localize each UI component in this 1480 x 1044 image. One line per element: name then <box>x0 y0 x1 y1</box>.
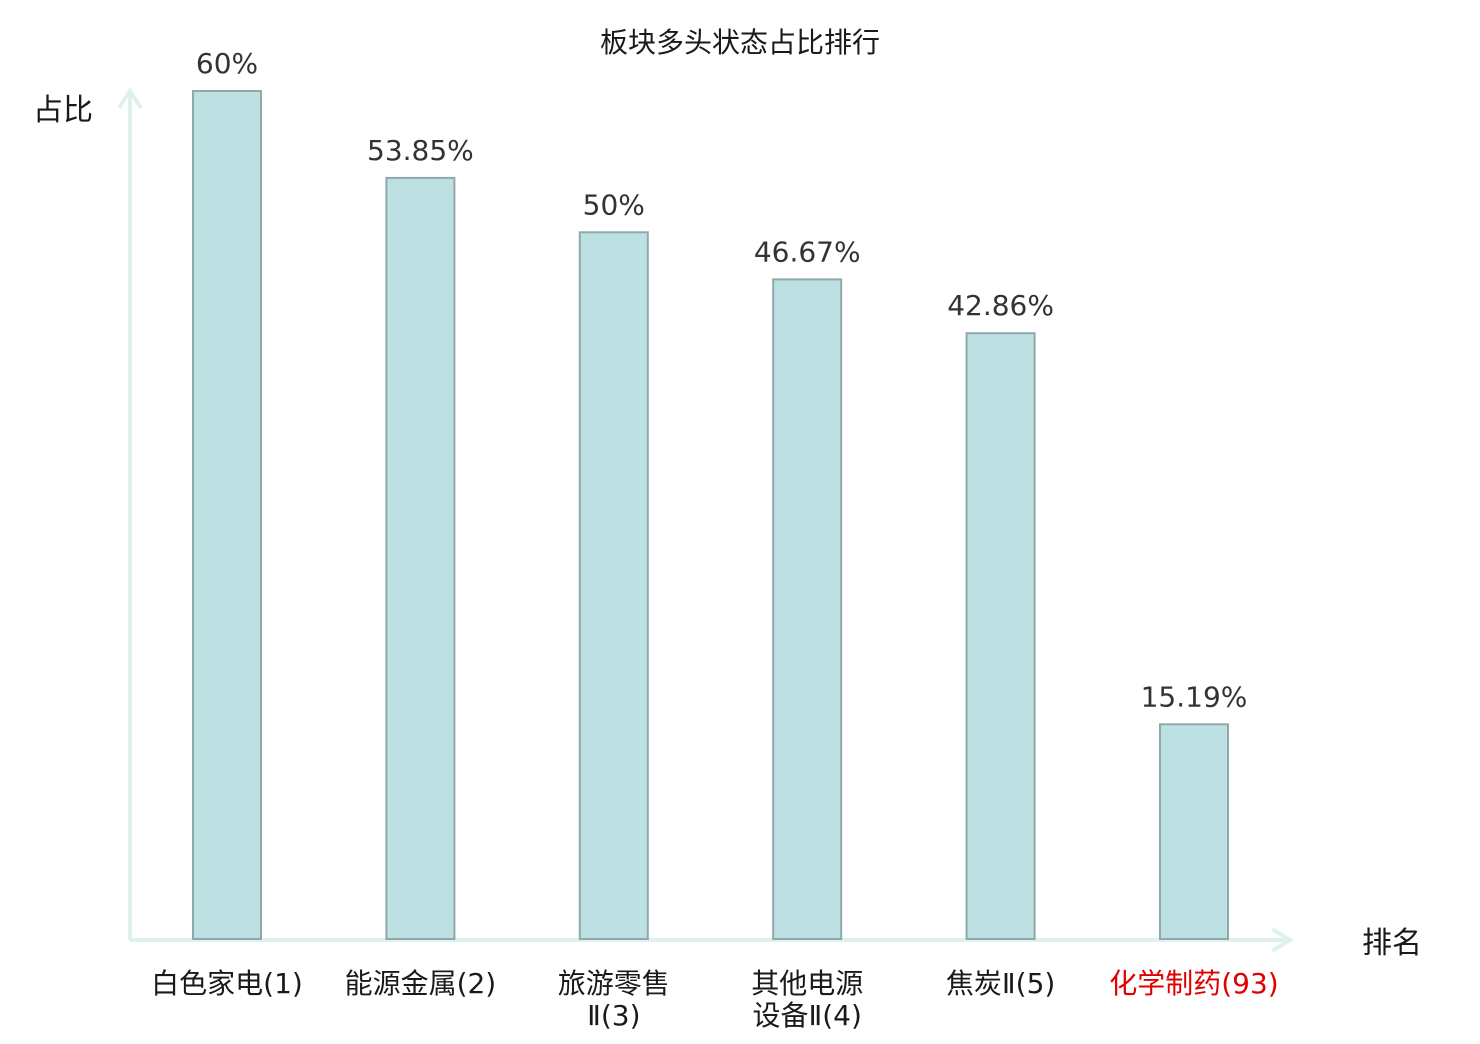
bar-5 <box>965 332 1036 940</box>
value-label-4: 46.67% <box>754 235 861 268</box>
value-labels-group: 60% 53.85% 50% 46.67% 42.86% 15.19% <box>196 47 1248 713</box>
category-label-line: 化学制药(93) <box>1109 967 1278 1000</box>
category-label-line: Ⅱ(3) <box>587 999 640 1032</box>
value-label-2: 53.85% <box>367 134 474 167</box>
x-axis-arrowhead <box>1270 927 1294 953</box>
y-axis-label: 占比 <box>33 93 93 128</box>
category-label-5: 焦炭Ⅱ(5) <box>946 967 1055 1000</box>
category-labels-group: 白色家电(1) 能源金属(2) 旅游零售 Ⅱ(3) 其他电源设备Ⅱ(4) 焦炭Ⅱ(5) 化学… <box>151 967 1279 1032</box>
category-label-1: 白色家电(1) <box>151 967 303 1000</box>
value-label-6: 15.19% <box>1141 680 1248 713</box>
chart-title: 板块多头状态占比排行 <box>600 26 880 59</box>
bar-4 <box>772 278 843 940</box>
bar-3 <box>578 231 649 941</box>
bar-2 <box>385 176 456 940</box>
category-label-line: 焦炭Ⅱ(5) <box>946 967 1055 1000</box>
category-label-3: 旅游零售 Ⅱ(3) <box>558 967 670 1032</box>
value-label-5: 42.86% <box>947 289 1054 322</box>
category-label-4: 其他电源设备Ⅱ(4) <box>751 967 863 1032</box>
bar-1 <box>192 90 262 940</box>
category-label-line: 其他电源 <box>751 967 863 1000</box>
category-label-line: 能源金属(2) <box>345 967 497 1000</box>
y-axis-arrowhead <box>117 87 143 110</box>
category-label-line: 白色家电(1) <box>151 967 303 1000</box>
value-label-3: 50% <box>583 188 645 221</box>
category-label-2: 能源金属(2) <box>345 967 497 1000</box>
x-axis-label: 排名 <box>1362 926 1422 961</box>
value-label-1: 60% <box>196 47 258 80</box>
category-label-line: 旅游零售 <box>558 967 670 1000</box>
category-label-6: 化学制药(93) <box>1109 967 1278 1000</box>
category-label-line: 设备Ⅱ(4) <box>752 999 861 1032</box>
bar-6 <box>1159 723 1229 940</box>
axes <box>117 87 1294 953</box>
bars-group <box>192 90 1229 941</box>
